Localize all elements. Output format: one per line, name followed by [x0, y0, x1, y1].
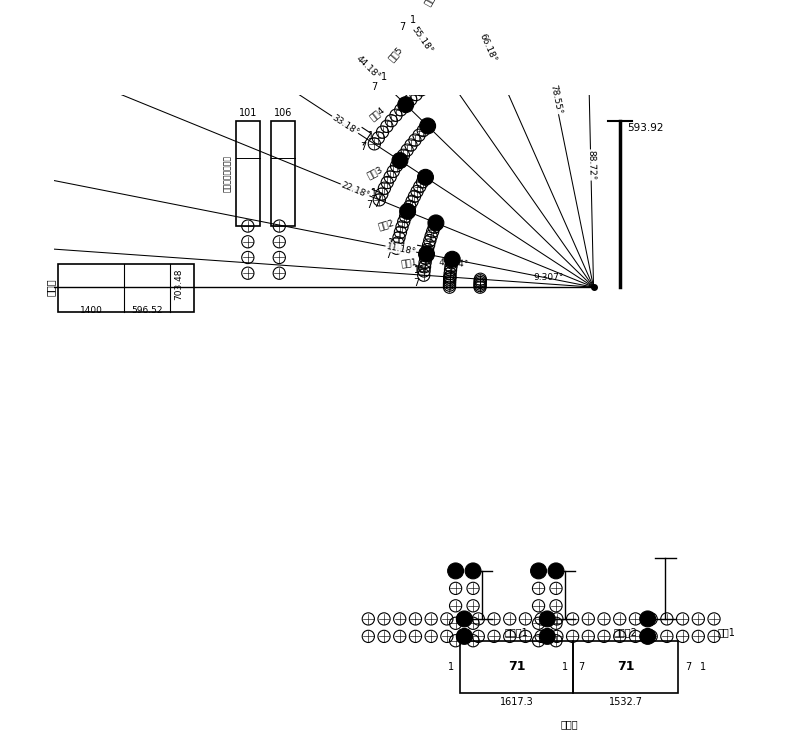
Circle shape [398, 97, 414, 112]
Circle shape [469, 14, 485, 30]
Text: 水平1: 水平1 [718, 627, 735, 637]
Circle shape [418, 246, 434, 262]
Circle shape [420, 118, 435, 134]
Bar [236, 121, 260, 226]
Text: 71: 71 [617, 661, 634, 673]
Bar [574, 640, 678, 693]
Text: 矫直段1: 矫直段1 [505, 627, 529, 637]
Text: 1: 1 [410, 14, 416, 25]
Text: 1617.3: 1617.3 [500, 697, 534, 706]
Text: 结晶器内弧半径处: 结晶器内弧半径处 [223, 155, 232, 192]
Text: 703.48: 703.48 [174, 269, 183, 300]
Circle shape [392, 153, 408, 169]
Text: 55.18°: 55.18° [410, 25, 434, 55]
Text: 1532.7: 1532.7 [609, 697, 643, 706]
Text: 弯曲2: 弯曲2 [377, 219, 395, 231]
Text: 1: 1 [562, 662, 568, 672]
Circle shape [640, 611, 656, 627]
Circle shape [640, 628, 656, 644]
Circle shape [456, 628, 472, 644]
Text: 弯曲1: 弯曲1 [401, 257, 418, 268]
Text: 弯曲5: 弯曲5 [387, 45, 405, 64]
Text: 7: 7 [361, 142, 367, 152]
Text: 1: 1 [381, 72, 386, 82]
Text: 106: 106 [274, 108, 292, 118]
Text: 1: 1 [371, 188, 378, 198]
Text: 78.55°: 78.55° [548, 83, 563, 115]
Text: 1400: 1400 [80, 306, 102, 315]
Text: 16: 16 [414, 266, 425, 275]
Circle shape [548, 563, 564, 579]
Circle shape [456, 611, 472, 627]
Text: 101: 101 [238, 108, 257, 118]
Circle shape [444, 252, 460, 267]
Text: 1: 1 [368, 131, 374, 142]
Circle shape [418, 169, 434, 185]
Text: 44.18°: 44.18° [354, 55, 382, 82]
Text: 1: 1 [414, 265, 420, 276]
Text: 66.18°: 66.18° [478, 32, 498, 64]
Text: 1: 1 [387, 237, 394, 248]
Bar [460, 640, 574, 693]
Text: 22.18°: 22.18° [339, 180, 370, 200]
Text: 吸盘座: 吸盘座 [46, 279, 56, 296]
Circle shape [530, 563, 546, 579]
Circle shape [458, 0, 474, 6]
Text: 7: 7 [578, 662, 584, 672]
Circle shape [428, 215, 444, 231]
Text: 596.52: 596.52 [131, 306, 162, 315]
Text: 7: 7 [371, 82, 378, 91]
Text: 弯曲3: 弯曲3 [366, 165, 384, 181]
Text: 1: 1 [448, 662, 454, 672]
Text: 7: 7 [686, 662, 691, 672]
Text: 71: 71 [508, 661, 526, 673]
Text: 7: 7 [413, 279, 419, 288]
Text: 88.72°: 88.72° [586, 150, 596, 181]
Circle shape [400, 204, 415, 219]
Text: 593.92: 593.92 [626, 123, 663, 133]
Text: 7: 7 [385, 250, 391, 261]
Text: 弧长度: 弧长度 [560, 719, 578, 730]
Circle shape [465, 563, 481, 579]
Text: 矫直段2: 矫直段2 [614, 627, 638, 637]
Circle shape [539, 611, 555, 627]
Text: 33.18°: 33.18° [330, 112, 360, 137]
Circle shape [539, 628, 555, 644]
Text: 弯曲6: 弯曲6 [423, 0, 439, 7]
Circle shape [420, 41, 436, 57]
Text: 1: 1 [700, 662, 706, 672]
Circle shape [436, 64, 452, 80]
Text: 7: 7 [399, 22, 405, 32]
Text: 4.034°: 4.034° [439, 258, 470, 269]
Text: 11.18°: 11.18° [385, 242, 417, 256]
Circle shape [448, 563, 463, 579]
Text: 7: 7 [366, 200, 373, 210]
Text: 弯曲4: 弯曲4 [368, 105, 386, 122]
Bar [58, 264, 194, 312]
Bar [270, 121, 295, 226]
Text: 9.307°: 9.307° [534, 273, 564, 282]
